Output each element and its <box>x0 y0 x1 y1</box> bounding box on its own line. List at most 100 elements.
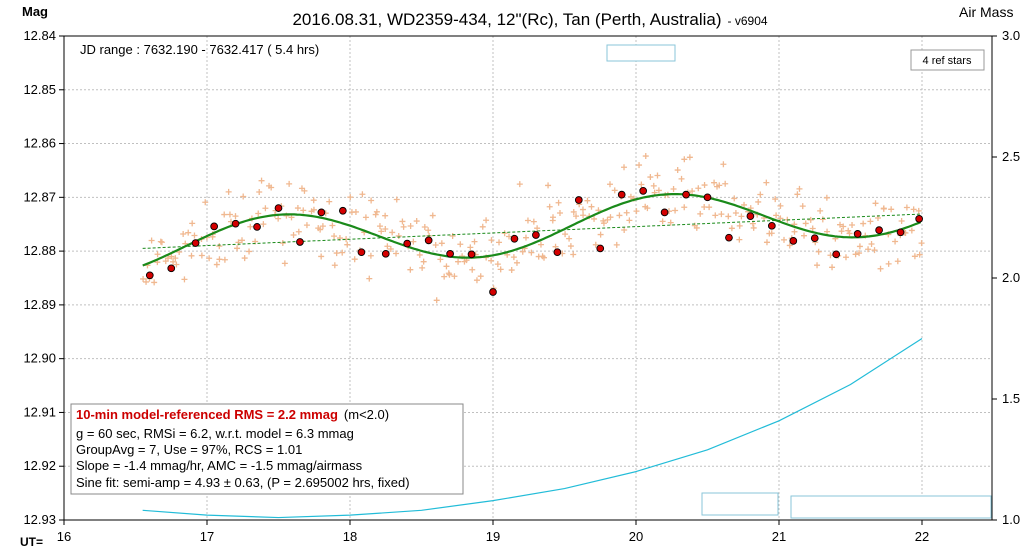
raw-point <box>279 240 286 247</box>
jd-range-label: JD range : 7632.190 - 7632.417 ( 5.4 hrs… <box>80 42 319 57</box>
raw-point <box>221 211 228 218</box>
group-average-point <box>381 249 390 258</box>
raw-point <box>728 225 735 232</box>
raw-point <box>164 255 171 262</box>
stats-rms: 10-min model-referenced RMS = 2.2 mmag <box>76 407 338 422</box>
raw-point <box>221 256 228 263</box>
raw-point <box>451 273 458 280</box>
raw-point <box>185 229 192 236</box>
group-average-point <box>703 193 712 202</box>
stats-rms-note: (m<2.0) <box>344 407 389 422</box>
raw-point <box>725 213 732 220</box>
raw-point <box>333 250 340 257</box>
raw-point <box>852 251 859 258</box>
raw-point <box>488 237 495 244</box>
group-average-layer <box>145 187 923 296</box>
raw-point <box>562 231 569 238</box>
raw-point <box>281 260 288 267</box>
raw-point <box>319 223 326 230</box>
raw-point <box>366 275 373 282</box>
raw-point <box>393 250 400 257</box>
raw-point <box>158 239 165 246</box>
raw-point <box>647 174 654 181</box>
raw-point <box>781 236 788 243</box>
raw-point <box>842 254 849 261</box>
raw-point <box>763 239 770 246</box>
raw-point <box>479 223 486 230</box>
raw-point <box>367 252 374 259</box>
chart-title-suffix: - v6904 <box>728 14 768 28</box>
raw-point <box>908 227 915 234</box>
raw-point <box>241 255 248 262</box>
raw-point <box>880 205 887 212</box>
raw-point <box>331 233 338 240</box>
raw-point <box>741 201 748 208</box>
raw-point <box>329 222 336 229</box>
raw-point <box>621 164 628 171</box>
raw-point <box>591 215 598 222</box>
raw-point <box>240 193 247 200</box>
raw-point <box>400 223 407 230</box>
raw-point <box>824 228 831 235</box>
raw-point <box>845 227 852 234</box>
raw-point <box>416 251 423 258</box>
y-tick-label: 12.85 <box>23 82 56 97</box>
raw-point <box>151 279 158 286</box>
group-average-point <box>746 212 755 221</box>
raw-point <box>213 261 220 268</box>
raw-point <box>420 258 427 265</box>
group-average-point <box>767 221 776 230</box>
trend-layer <box>142 213 923 249</box>
stats-line-2: g = 60 sec, RMSi = 6.2, w.r.t. model = 6… <box>76 426 354 441</box>
raw-point <box>626 217 633 224</box>
raw-point <box>389 229 396 236</box>
raw-point <box>817 207 824 214</box>
raw-point <box>580 212 587 219</box>
raw-point <box>275 215 282 222</box>
raw-point <box>295 228 302 235</box>
sine-fit-layer <box>142 193 922 267</box>
raw-point <box>678 175 685 182</box>
raw-point <box>530 218 537 225</box>
raw-point <box>286 180 293 187</box>
raw-point <box>407 222 414 229</box>
raw-point <box>763 179 770 186</box>
raw-point <box>633 208 640 215</box>
raw-point <box>310 206 317 213</box>
raw-point <box>681 204 688 211</box>
sine-fit-curve <box>142 193 922 267</box>
raw-point <box>773 212 780 219</box>
raw-point <box>226 211 233 218</box>
raw-point <box>871 247 878 254</box>
group-average-point <box>789 237 798 245</box>
raw-point <box>750 224 757 231</box>
raw-point <box>794 191 801 198</box>
x-tick-label: 21 <box>772 529 786 544</box>
raw-point <box>368 197 375 204</box>
raw-point <box>198 252 205 259</box>
raw-point <box>623 209 630 216</box>
raw-point <box>410 238 417 245</box>
raw-point <box>545 182 552 189</box>
group-average-point <box>532 231 540 239</box>
raw-point <box>570 251 577 258</box>
raw-point <box>860 220 867 227</box>
raw-point <box>736 236 743 243</box>
raw-point <box>437 256 444 263</box>
stats-rms-line: 10-min model-referenced RMS = 2.2 mmag (m… <box>76 407 389 422</box>
raw-point <box>757 191 764 198</box>
raw-point <box>382 212 389 219</box>
raw-point <box>712 212 719 219</box>
raw-point <box>449 232 456 239</box>
raw-point <box>488 257 495 264</box>
raw-point <box>732 210 739 217</box>
raw-point <box>443 263 450 270</box>
group-average-point <box>875 226 883 234</box>
raw-point <box>686 154 693 161</box>
raw-point <box>592 241 599 248</box>
raw-point <box>644 205 651 212</box>
raw-point <box>373 208 380 215</box>
raw-point <box>556 210 563 217</box>
raw-point <box>256 189 263 196</box>
raw-point <box>674 167 681 174</box>
